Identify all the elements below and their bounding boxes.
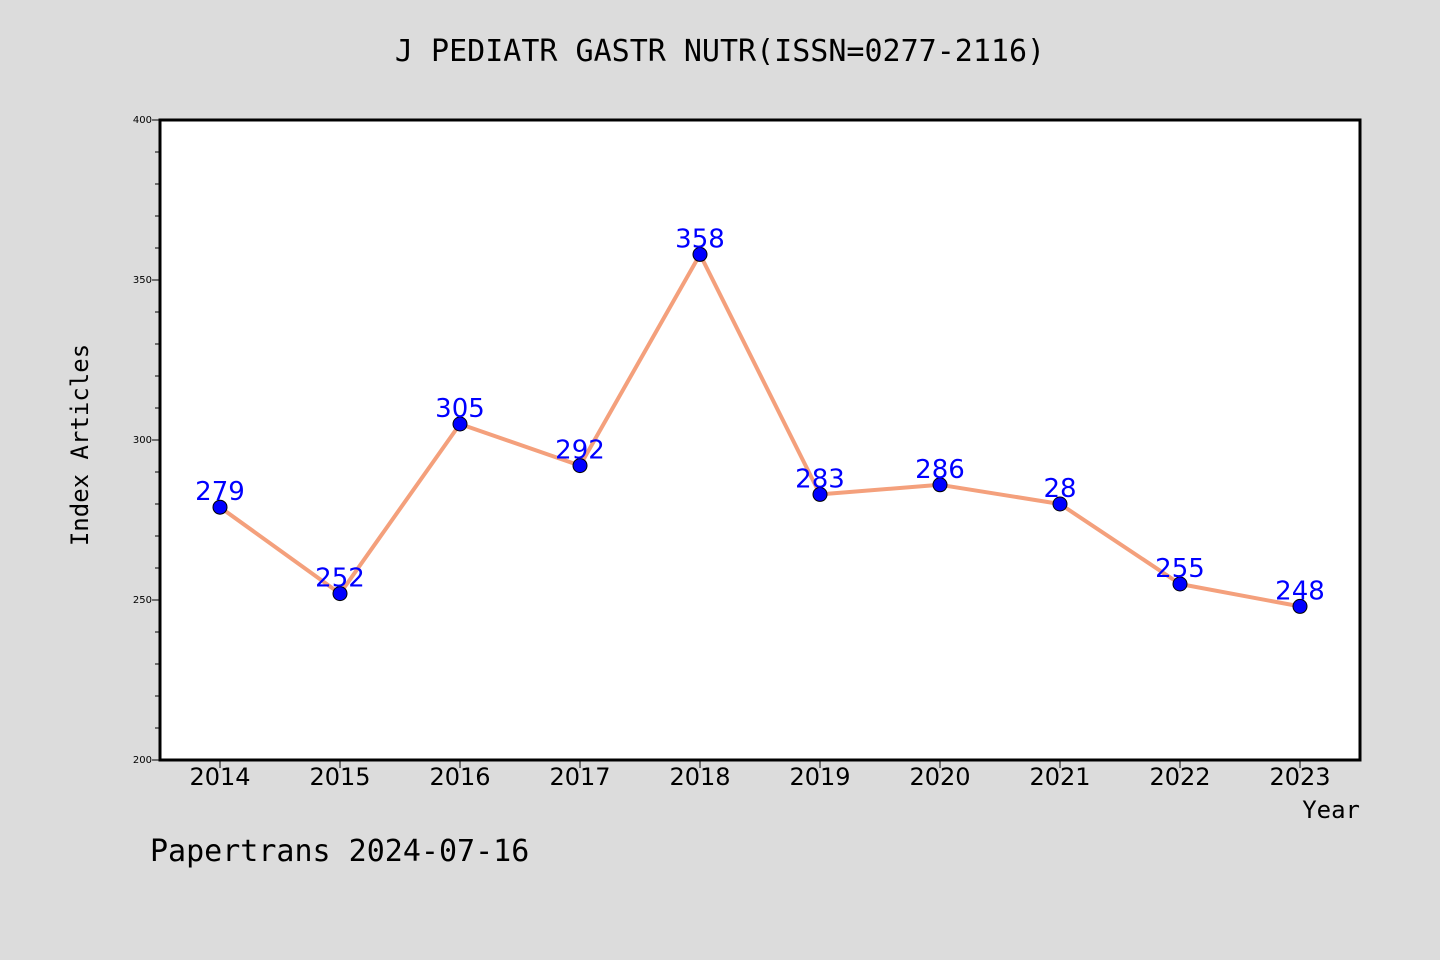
x-tick-label: 2016 — [429, 763, 490, 791]
data-point — [572, 458, 588, 474]
x-axis-label: Year — [1302, 796, 1360, 824]
data-label: 248 — [1275, 576, 1325, 606]
y-tick-label: 300 — [133, 435, 152, 446]
data-label: 305 — [435, 394, 485, 424]
data-point — [1052, 496, 1068, 512]
data-label: 358 — [675, 224, 725, 254]
x-axis: 2014 2015 2016 2017 2018 2019 2020 2021 2022 2023 — [189, 760, 1331, 791]
x-tick-label: 2020 — [909, 763, 970, 791]
data-labels: 279 252 305 292 358 283 286 28 255 248 — [195, 224, 1325, 606]
data-point — [452, 416, 468, 432]
y-tick-label: 250 — [133, 595, 152, 606]
data-label: 286 — [915, 455, 965, 485]
y-tick-label: 350 — [133, 275, 152, 286]
x-tick-label: 2014 — [189, 763, 250, 791]
data-label: 292 — [555, 436, 605, 466]
x-tick-label: 2015 — [309, 763, 370, 791]
x-tick-label: 2023 — [1269, 763, 1330, 791]
watermark: Papertrans 2024-07-16 — [150, 834, 530, 869]
data-label: 283 — [795, 464, 845, 494]
y-tick-label: 400 — [133, 115, 152, 126]
data-point — [812, 486, 828, 502]
y-tick-label: 200 — [133, 755, 152, 766]
data-label: 28 — [1043, 474, 1076, 504]
y-axis: 200 250 300 350 400 — [133, 115, 160, 766]
x-tick-label: 2019 — [789, 763, 850, 791]
data-point — [692, 246, 708, 262]
data-label: 252 — [315, 564, 365, 594]
chart-title: J PEDIATR GASTR NUTR(ISSN=0277-2116) — [394, 34, 1046, 69]
plot-background — [158, 118, 1362, 762]
x-tick-label: 2018 — [669, 763, 730, 791]
data-label: 279 — [195, 477, 245, 507]
series-markers — [212, 246, 1308, 614]
data-point — [332, 586, 348, 602]
x-tick-label: 2021 — [1029, 763, 1090, 791]
data-label: 255 — [1155, 554, 1205, 584]
data-point — [932, 477, 948, 493]
data-point — [1292, 598, 1308, 614]
x-tick-label: 2017 — [549, 763, 610, 791]
data-point — [1172, 576, 1188, 592]
data-point — [212, 499, 228, 515]
x-tick-label: 2022 — [1149, 763, 1210, 791]
series-line — [218, 252, 1301, 609]
